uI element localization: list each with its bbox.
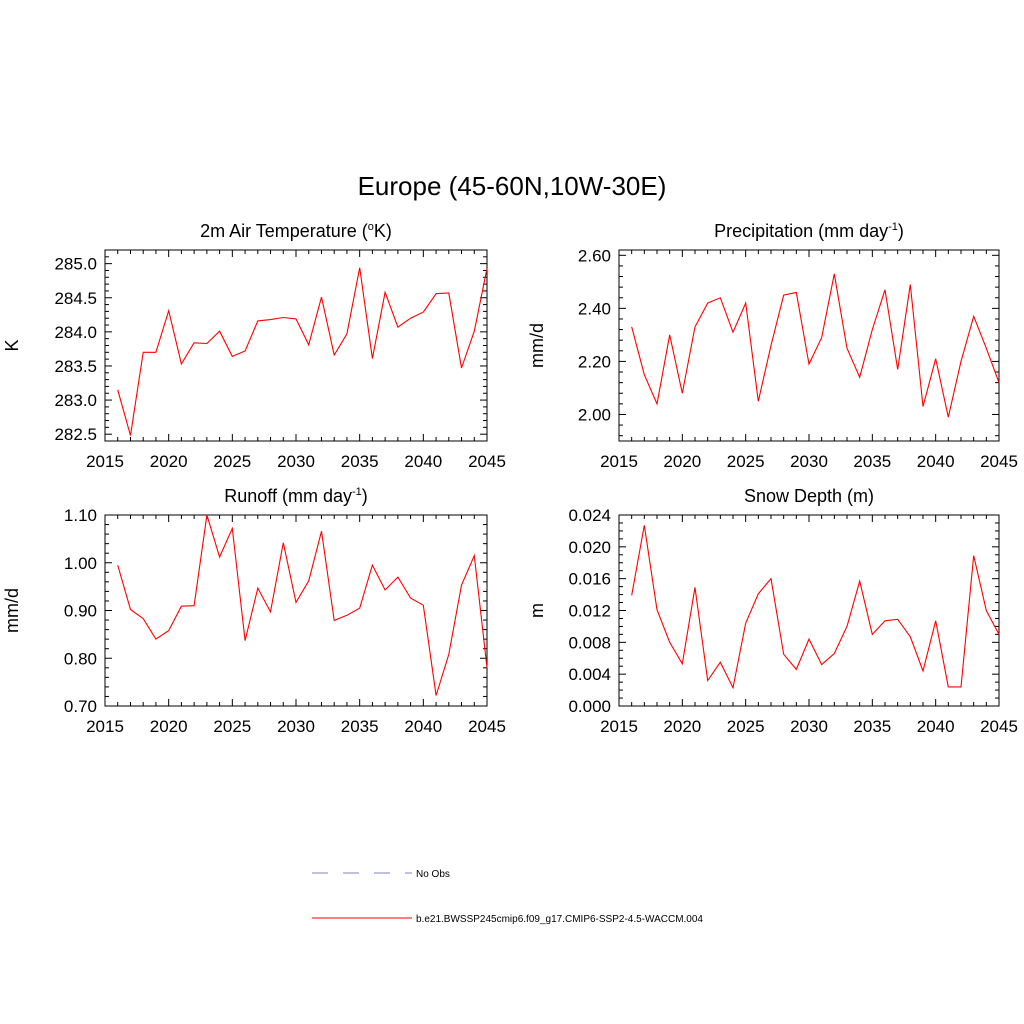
x-tick-label: 2025 xyxy=(727,717,765,736)
y-axis-label: m xyxy=(527,603,547,618)
x-tick-label: 2020 xyxy=(663,717,701,736)
y-tick-label: 0.024 xyxy=(568,506,611,525)
series-line-0 xyxy=(117,514,488,696)
x-tick-label: 2015 xyxy=(86,717,124,736)
chart-panel-3: 2015 2020 2025 2030 2035 2040 2045 0.000 0.004 0.… xyxy=(527,486,1018,736)
y-tick-label: 1.10 xyxy=(64,506,97,525)
x-tick-label: 2020 xyxy=(150,452,188,471)
plot-frame xyxy=(104,514,488,707)
y-tick-label: 283.0 xyxy=(54,391,97,410)
y-tick-label: 2.40 xyxy=(578,299,611,318)
plot-frame xyxy=(104,249,488,442)
y-tick-label: 0.70 xyxy=(64,697,97,716)
x-tick-label: 2030 xyxy=(790,452,828,471)
x-tick-label: 2035 xyxy=(341,452,379,471)
x-tick-label: 2020 xyxy=(663,452,701,471)
panel-title: Snow Depth (m) xyxy=(744,486,874,506)
legend-label-model: b.e21.BWSSP245cmip6.f09_g17.CMIP6-SSP2-4… xyxy=(416,914,703,925)
y-tick-label: 0.004 xyxy=(568,665,611,684)
y-tick-label: 0.012 xyxy=(568,602,611,621)
series-line-0 xyxy=(117,267,488,436)
x-tick-label: 2040 xyxy=(404,717,442,736)
x-tick-label: 2030 xyxy=(790,717,828,736)
x-tick-label: 2025 xyxy=(213,717,251,736)
panel-title: Precipitation (mm day-1) xyxy=(714,221,904,241)
legend-label-no-obs: No Obs xyxy=(416,869,450,880)
y-tick-label: 0.80 xyxy=(64,649,97,668)
x-tick-label: 2045 xyxy=(980,717,1018,736)
chart-panel-0: 2015 2020 2025 2030 2035 2040 2045 282.5 283.0 28… xyxy=(2,221,506,471)
x-tick-label: 2030 xyxy=(277,452,315,471)
x-tick-label: 2020 xyxy=(150,717,188,736)
x-tick-label: 2035 xyxy=(341,717,379,736)
y-tick-label: 2.60 xyxy=(578,246,611,265)
plot-frame xyxy=(618,249,1000,442)
panel-title: 2m Air Temperature (oK) xyxy=(200,221,392,241)
x-tick-label: 2025 xyxy=(213,452,251,471)
y-tick-label: 284.0 xyxy=(54,323,97,342)
x-tick-label: 2015 xyxy=(600,452,638,471)
x-tick-label: 2025 xyxy=(727,452,765,471)
y-tick-label: 282.5 xyxy=(54,425,97,444)
y-tick-label: 285.0 xyxy=(54,255,97,274)
y-tick-label: 0.020 xyxy=(568,538,611,557)
chart-panel-2: 2015 2020 2025 2030 2035 2040 2045 0.70 0.80 0.90… xyxy=(2,486,506,736)
series-line-0 xyxy=(631,273,1000,418)
y-tick-label: 0.008 xyxy=(568,633,611,652)
y-tick-label: 0.000 xyxy=(568,697,611,716)
series-line-0 xyxy=(631,525,1000,690)
x-tick-label: 2015 xyxy=(600,717,638,736)
y-axis-label: K xyxy=(2,339,22,351)
x-tick-label: 2040 xyxy=(917,452,955,471)
chart-panels: 2015 2020 2025 2030 2035 2040 2045 282.5 283.0 28… xyxy=(2,221,1018,736)
legend: No Obs b.e21.BWSSP245cmip6.f09_g17.CMIP6… xyxy=(312,869,703,925)
x-tick-label: 2045 xyxy=(980,452,1018,471)
x-tick-label: 2045 xyxy=(468,452,506,471)
y-axis-label: mm/d xyxy=(2,588,22,633)
y-tick-label: 0.016 xyxy=(568,570,611,589)
x-tick-label: 2035 xyxy=(853,717,891,736)
y-axis-label: mm/d xyxy=(527,323,547,368)
chart-panel-1: 2015 2020 2025 2030 2035 2040 2045 2.00 2.20 2.40… xyxy=(527,221,1018,471)
y-tick-label: 2.20 xyxy=(578,352,611,371)
x-tick-label: 2015 xyxy=(86,452,124,471)
panel-title: Runoff (mm day-1) xyxy=(224,486,368,506)
y-tick-label: 0.90 xyxy=(64,602,97,621)
x-tick-label: 2040 xyxy=(404,452,442,471)
y-tick-label: 2.00 xyxy=(578,405,611,424)
x-tick-label: 2030 xyxy=(277,717,315,736)
y-tick-label: 1.00 xyxy=(64,554,97,573)
y-tick-label: 284.5 xyxy=(54,289,97,308)
x-tick-label: 2035 xyxy=(853,452,891,471)
x-tick-label: 2045 xyxy=(468,717,506,736)
x-tick-label: 2040 xyxy=(917,717,955,736)
plot-frame xyxy=(618,514,1000,707)
figure-title: Europe (45-60N,10W-30E) xyxy=(358,171,667,201)
y-tick-label: 283.5 xyxy=(54,357,97,376)
